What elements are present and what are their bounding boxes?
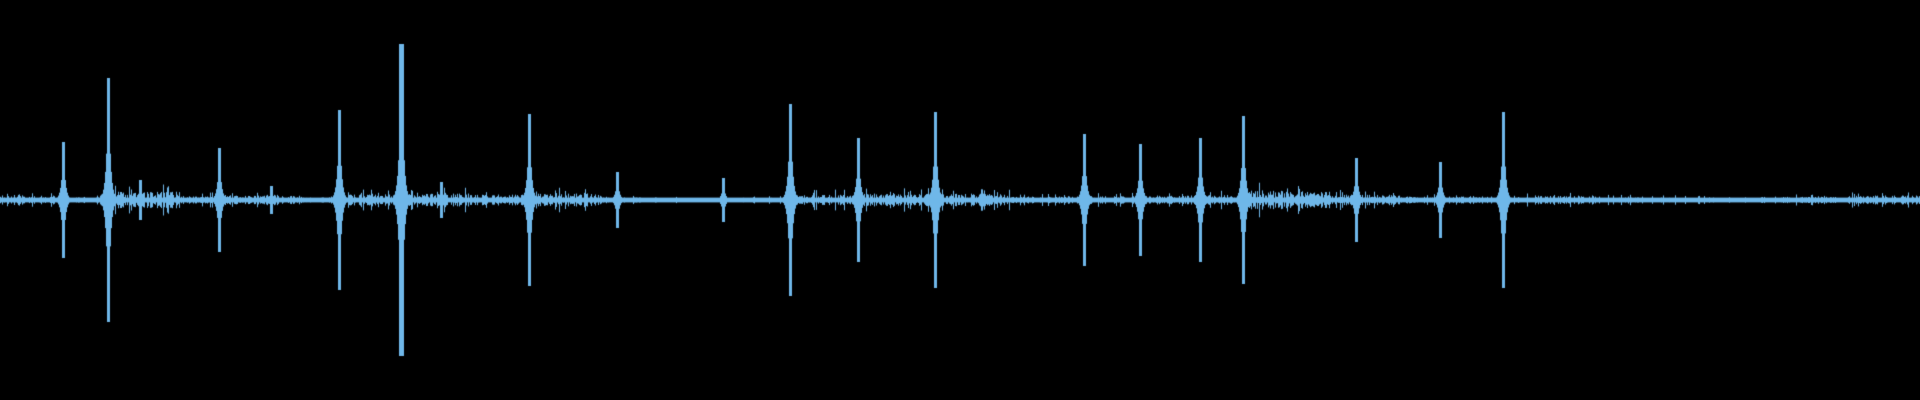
audio-waveform-panel[interactable] bbox=[0, 0, 1920, 400]
waveform-canvas[interactable] bbox=[0, 0, 1920, 400]
